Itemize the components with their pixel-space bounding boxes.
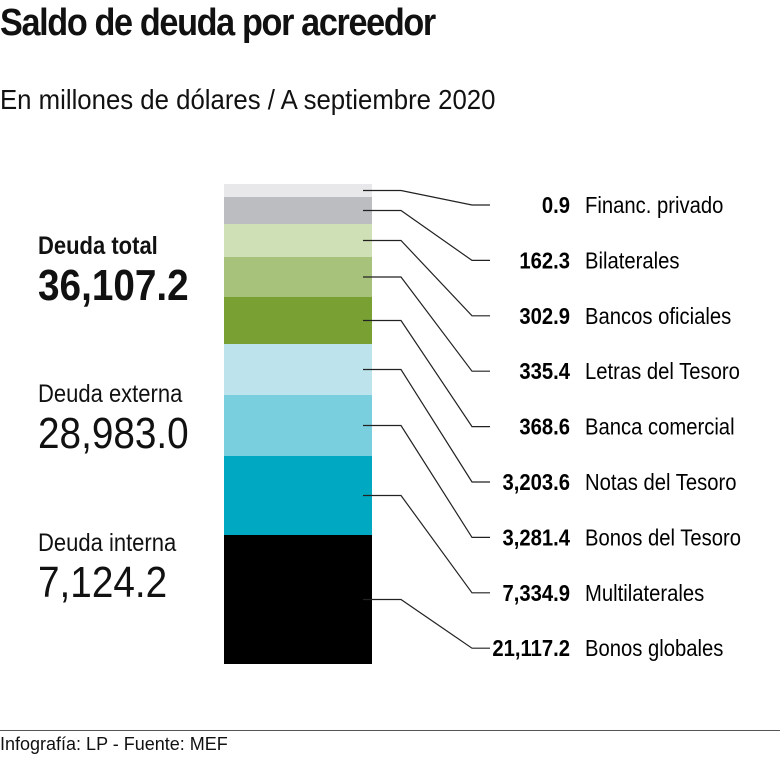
- leader-line: [363, 239, 490, 317]
- leader-line: [363, 368, 490, 483]
- value-label: 3,203.6: [502, 469, 570, 496]
- category-label: Bancos oficiales: [585, 303, 731, 330]
- footer-credit: Infografía: LP - Fuente: MEF: [0, 734, 228, 754]
- category-label: Notas del Tesoro: [585, 469, 736, 496]
- value-label: 0.9: [542, 192, 570, 219]
- category-label: Financ. privado: [585, 192, 723, 219]
- bar-segment: [224, 456, 372, 535]
- leader-line: [363, 276, 490, 372]
- bar-segment: [224, 297, 372, 344]
- category-label: Multilaterales: [585, 580, 704, 607]
- leader-line: [363, 598, 490, 649]
- internal-label: Deuda interna: [38, 529, 177, 557]
- internal-value: 7,124.2: [38, 558, 168, 607]
- external-value: 28,983.0: [38, 409, 189, 458]
- value-label: 3,281.4: [502, 524, 570, 551]
- category-label: Letras del Tesoro: [585, 358, 740, 385]
- leader-line: [363, 189, 490, 206]
- category-label: Bilaterales: [585, 247, 680, 274]
- category-label: Banca comercial: [585, 413, 735, 440]
- value-label: 335.4: [519, 358, 570, 385]
- external-label: Deuda externa: [38, 380, 183, 408]
- value-label: 302.9: [519, 303, 570, 330]
- value-label: 368.6: [519, 413, 570, 440]
- bar-segment: [224, 535, 372, 664]
- internal-debt: Deuda interna 7,124.2: [38, 529, 176, 608]
- bar-segment: [224, 184, 372, 197]
- footer-divider: [0, 730, 780, 731]
- value-label: 21,117.2: [492, 635, 570, 662]
- chart-subtitle: En millones de dólares / A septiembre 20…: [0, 84, 496, 115]
- leader-line: [363, 424, 490, 539]
- bar-segment: [224, 257, 372, 297]
- value-label: 162.3: [519, 247, 570, 274]
- category-label: Bonos globales: [585, 635, 724, 662]
- leader-line: [363, 209, 490, 261]
- total-debt: Deuda total 36,107.2: [38, 232, 189, 311]
- chart-title: Saldo de deuda por acreedor: [0, 2, 436, 44]
- total-value: 36,107.2: [38, 261, 189, 310]
- leader-line: [363, 494, 490, 594]
- value-label: 7,334.9: [502, 580, 570, 607]
- total-label: Deuda total: [38, 232, 158, 260]
- bar-segment: [224, 344, 372, 395]
- bar-segment: [224, 224, 372, 257]
- leader-line: [363, 319, 490, 428]
- category-label: Bonos del Tesoro: [585, 524, 741, 551]
- external-debt: Deuda externa 28,983.0: [38, 380, 189, 459]
- bar-segment: [224, 197, 372, 224]
- bar-segment: [224, 395, 372, 456]
